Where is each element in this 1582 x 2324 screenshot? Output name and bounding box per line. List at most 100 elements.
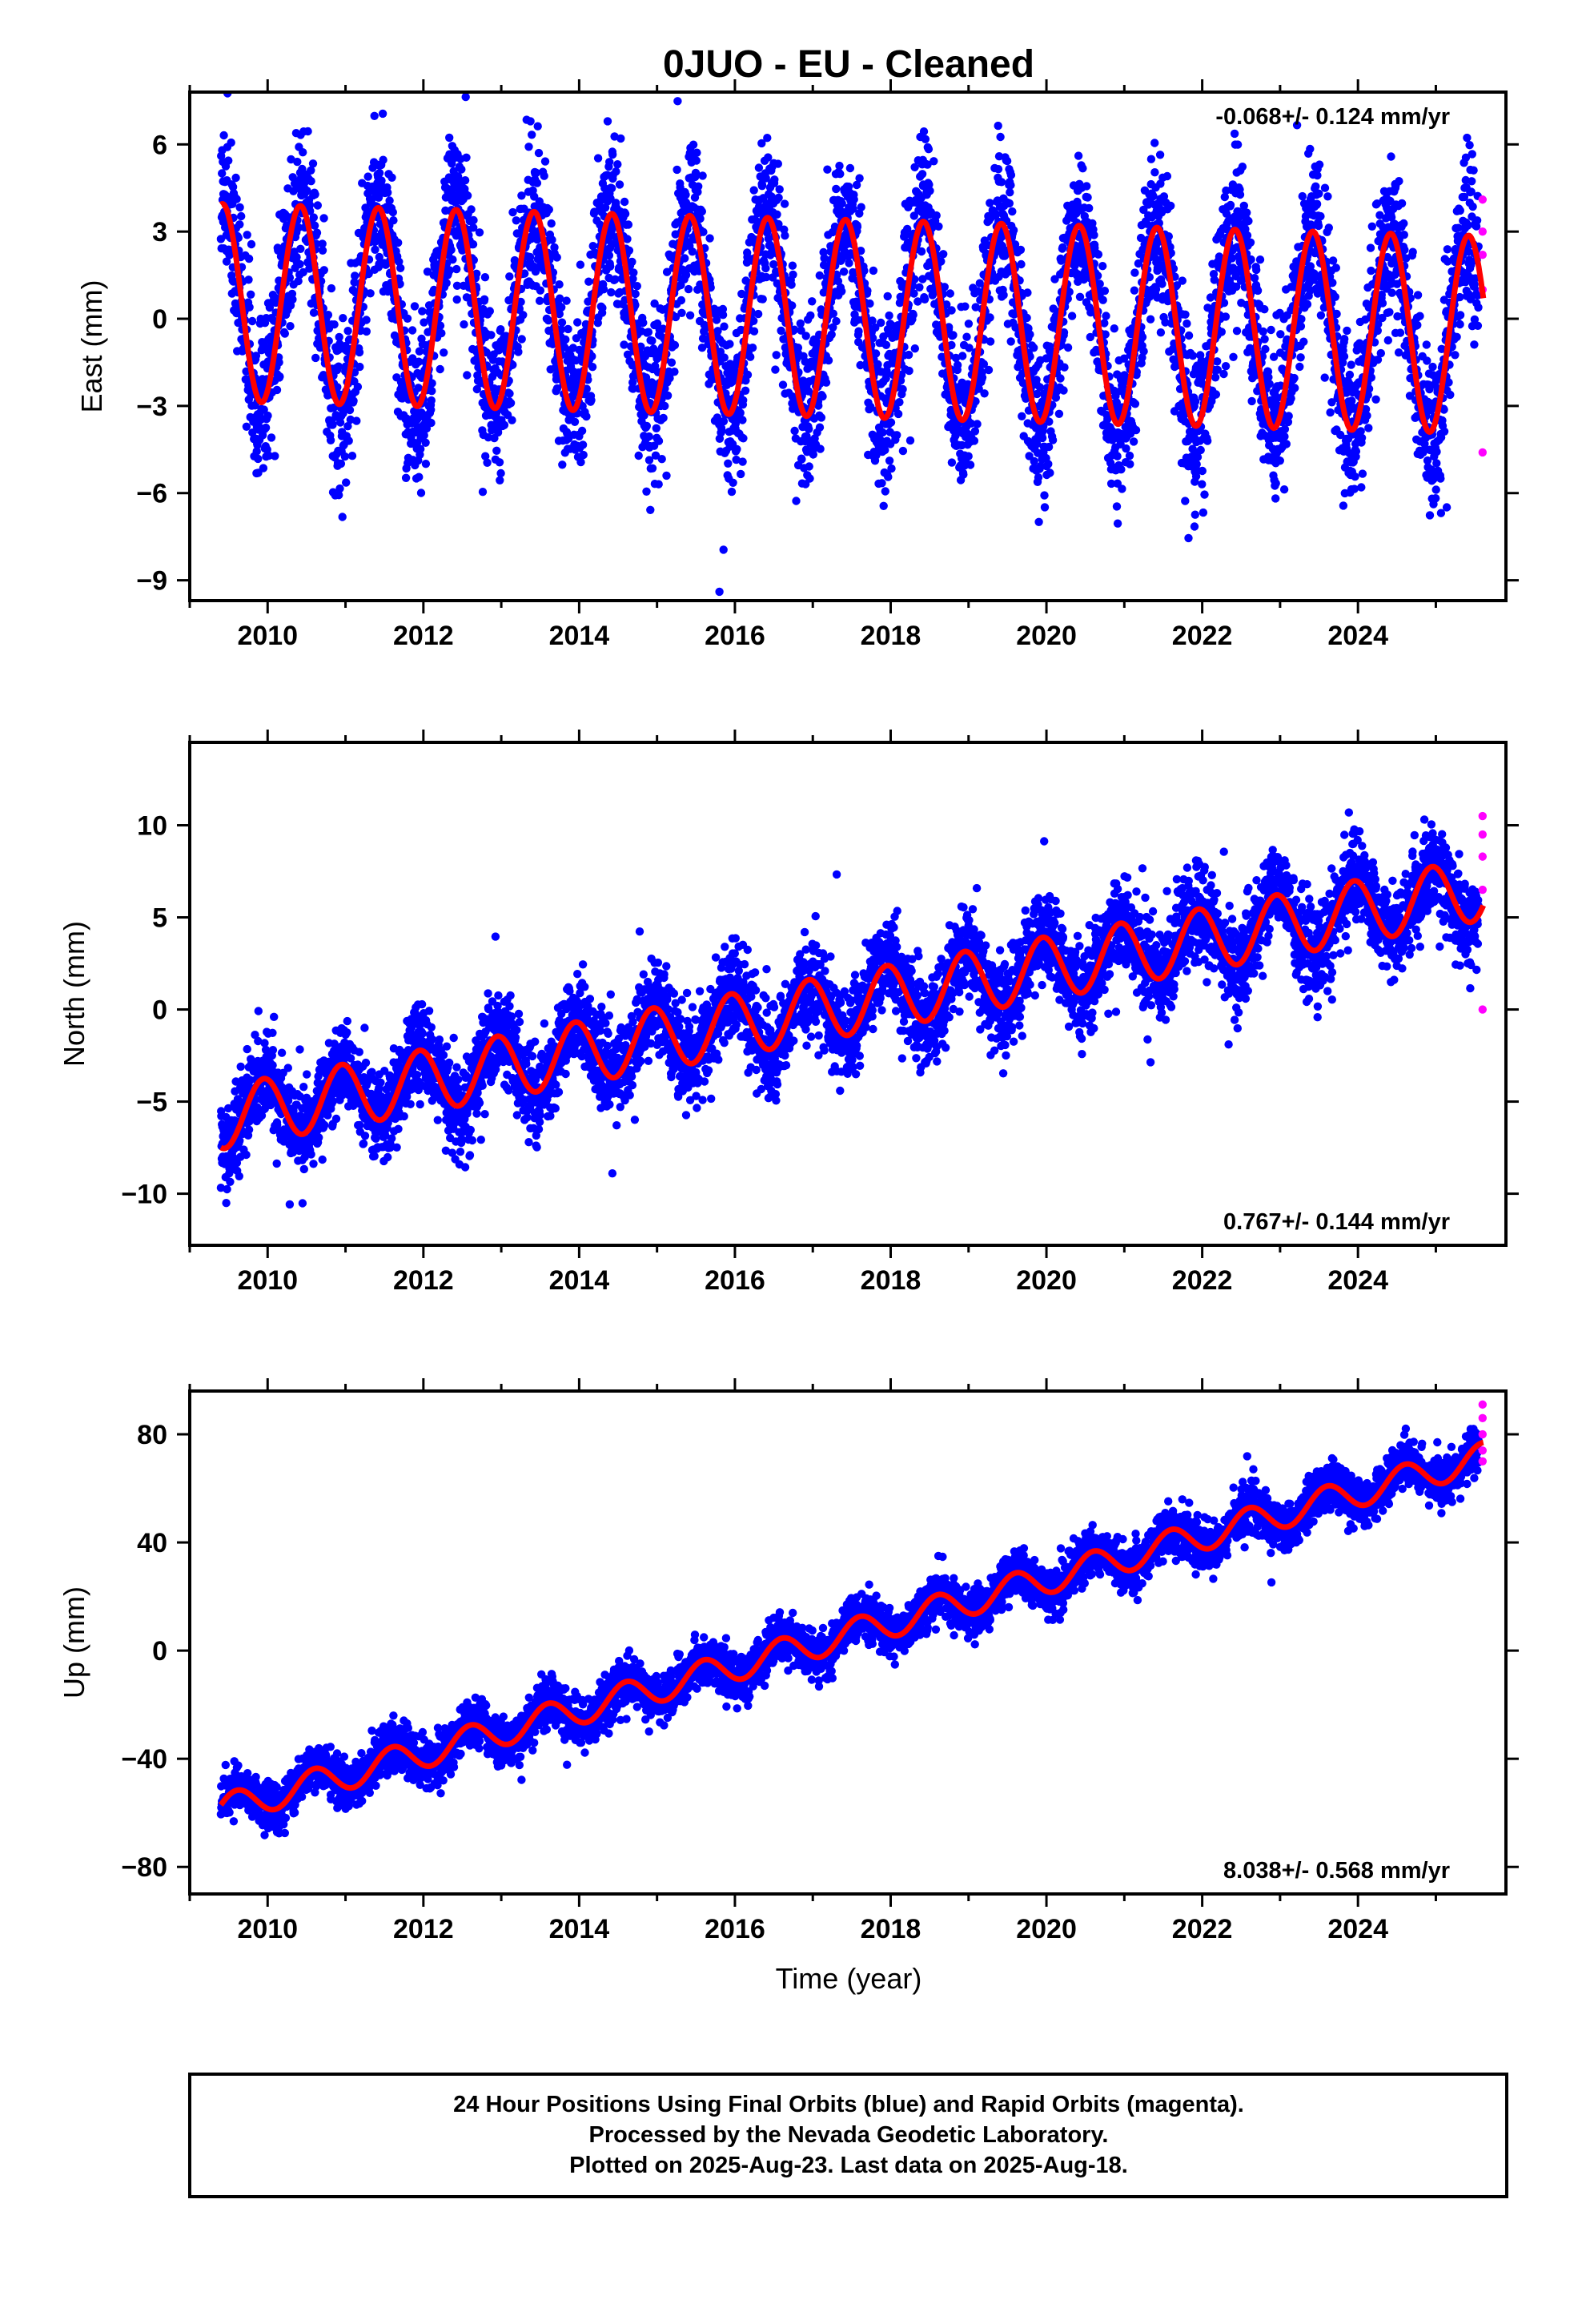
final-orbit-point <box>832 316 841 326</box>
final-orbit-point <box>514 348 523 356</box>
final-orbit-point <box>294 276 303 286</box>
final-orbit-point <box>615 180 624 189</box>
final-orbit-point <box>854 327 863 336</box>
final-orbit-point <box>681 254 689 263</box>
final-orbit-point <box>1296 353 1305 362</box>
final-orbit-point <box>294 223 303 232</box>
final-orbit-point <box>659 413 668 423</box>
final-orbit-point <box>445 266 454 275</box>
final-orbit-point <box>1182 319 1191 328</box>
final-orbit-point <box>1156 328 1166 337</box>
final-orbit-point <box>1016 245 1026 255</box>
final-orbit-point <box>362 316 371 324</box>
final-orbit-point <box>307 166 315 175</box>
final-orbit-point <box>1008 207 1017 216</box>
final-orbit-point <box>1113 519 1122 528</box>
final-orbit-point <box>323 311 333 320</box>
final-orbit-point <box>758 295 767 304</box>
final-orbit-point <box>926 187 934 195</box>
final-orbit-point <box>349 396 358 405</box>
final-orbit-point <box>642 421 651 431</box>
final-orbit-point <box>229 277 238 286</box>
chart-title: 0JUO - EU - Cleaned <box>663 43 1034 86</box>
final-orbit-point <box>508 416 516 424</box>
final-orbit-point <box>1211 373 1220 382</box>
final-orbit-point <box>631 289 640 299</box>
final-orbit-point <box>1026 330 1034 339</box>
final-orbit-point <box>790 426 799 436</box>
final-orbit-point <box>1279 485 1289 494</box>
final-orbit-point <box>835 161 844 171</box>
final-orbit-point <box>1230 129 1239 139</box>
final-orbit-point <box>737 469 745 479</box>
final-orbit-point <box>788 301 797 310</box>
final-orbit-point <box>1139 347 1148 356</box>
final-orbit-point <box>505 272 514 281</box>
final-orbit-point <box>564 324 572 334</box>
final-orbit-point <box>1280 424 1290 434</box>
final-orbit-point <box>738 457 747 466</box>
final-orbit-point <box>330 320 339 329</box>
final-orbit-point <box>237 211 246 221</box>
final-orbit-point <box>797 455 806 464</box>
final-orbit-point <box>994 165 1003 174</box>
final-orbit-point <box>448 159 456 168</box>
final-orbit-point <box>761 263 770 273</box>
final-orbit-point <box>741 386 750 395</box>
final-orbit-point <box>1002 156 1012 166</box>
final-orbit-point <box>414 384 423 392</box>
final-orbit-point <box>697 207 706 216</box>
final-orbit-point <box>1094 250 1103 259</box>
final-orbit-point <box>1246 238 1255 247</box>
final-orbit-point <box>462 153 471 162</box>
final-orbit-point <box>480 295 489 304</box>
final-orbit-point <box>949 331 958 340</box>
final-orbit-point <box>363 172 372 181</box>
final-orbit-point <box>1034 473 1043 482</box>
final-orbit-point <box>582 412 591 421</box>
final-orbit-point <box>1323 192 1332 201</box>
final-orbit-point <box>648 336 656 345</box>
final-orbit-point <box>310 221 319 230</box>
final-orbit-point <box>815 423 825 432</box>
final-orbit-point <box>1126 460 1134 468</box>
final-orbit-point <box>961 302 970 311</box>
final-orbit-point <box>654 436 664 445</box>
final-orbit-point <box>817 413 826 422</box>
final-orbit-point <box>401 473 411 482</box>
final-orbit-point <box>877 479 886 488</box>
final-orbit-point <box>986 199 994 207</box>
final-orbit-point <box>1150 139 1159 147</box>
final-orbit-point <box>939 250 948 259</box>
final-orbit-point <box>1181 310 1190 319</box>
final-orbit-point <box>947 458 957 467</box>
final-orbit-point <box>763 134 772 143</box>
final-orbit-point <box>1295 362 1304 372</box>
final-orbit-point <box>684 284 693 294</box>
final-orbit-point <box>468 239 478 249</box>
final-orbit-point <box>919 127 929 136</box>
final-orbit-point <box>773 159 782 168</box>
final-orbit-point <box>1130 286 1139 295</box>
final-orbit-point <box>836 170 845 179</box>
final-orbit-point <box>219 131 228 140</box>
final-orbit-point <box>624 246 634 255</box>
final-orbit-point <box>1306 144 1315 154</box>
final-orbit-point <box>670 368 679 376</box>
final-orbit-point <box>452 281 462 290</box>
final-orbit-point <box>555 280 564 289</box>
final-orbit-point <box>644 432 653 441</box>
final-orbit-point <box>540 171 548 180</box>
final-orbit-point <box>460 320 468 329</box>
final-orbit-point <box>336 459 346 468</box>
final-orbit-point <box>312 67 320 75</box>
final-orbit-point <box>698 171 707 180</box>
final-orbit-point <box>267 433 276 442</box>
final-orbit-point <box>778 380 788 389</box>
final-orbit-point <box>452 264 461 274</box>
final-orbit-point <box>275 372 284 381</box>
final-orbit-point <box>334 362 343 371</box>
final-orbit-point <box>319 214 328 223</box>
final-orbit-point <box>447 245 456 255</box>
final-orbit-point <box>1006 337 1015 346</box>
